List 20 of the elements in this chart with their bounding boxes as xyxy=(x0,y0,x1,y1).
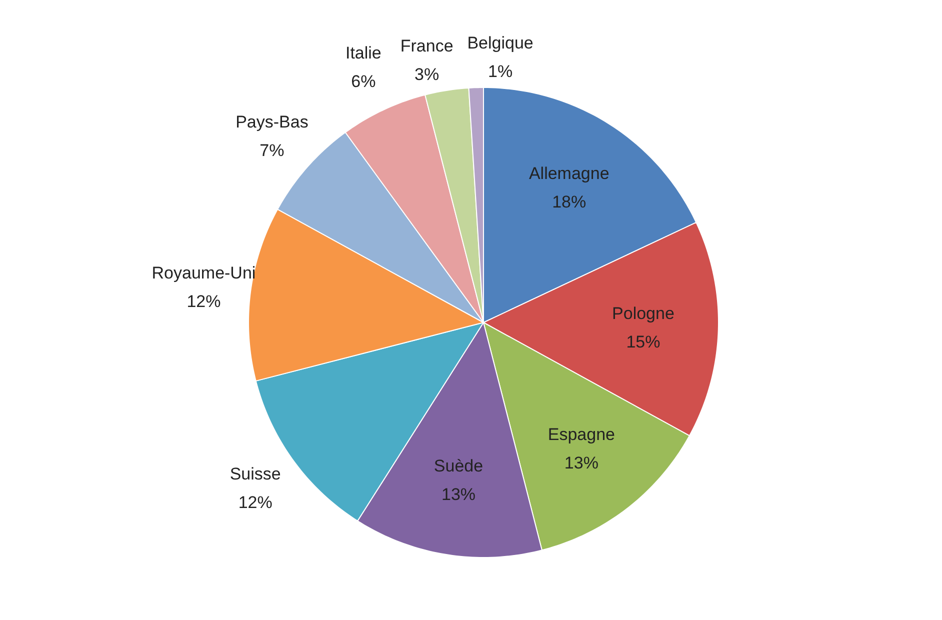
data-label: 15% xyxy=(626,332,660,352)
slice-label: Italie xyxy=(345,44,382,63)
slice-label: Espagne xyxy=(548,425,616,444)
data-label: 3% xyxy=(414,64,440,84)
data-label: 18% xyxy=(552,192,586,212)
data-label: 13% xyxy=(441,485,476,504)
slice-label: Pays-Bas xyxy=(236,112,308,132)
data-label: 13% xyxy=(564,454,598,473)
data-label: 12% xyxy=(238,493,272,512)
slice-label: Suisse xyxy=(230,464,281,484)
slice-label: Allemagne xyxy=(528,164,610,183)
slice-label: Belgique xyxy=(467,33,534,52)
data-label: 6% xyxy=(351,72,376,92)
data-label: 12% xyxy=(186,292,221,311)
slice-label: Pologne xyxy=(612,304,674,323)
slice-label: France xyxy=(400,36,454,56)
data-label: 1% xyxy=(488,62,513,81)
data-label: 7% xyxy=(260,140,284,160)
slice-label: Royaume-Uni xyxy=(152,263,256,282)
slice-label: Suède xyxy=(434,456,484,476)
